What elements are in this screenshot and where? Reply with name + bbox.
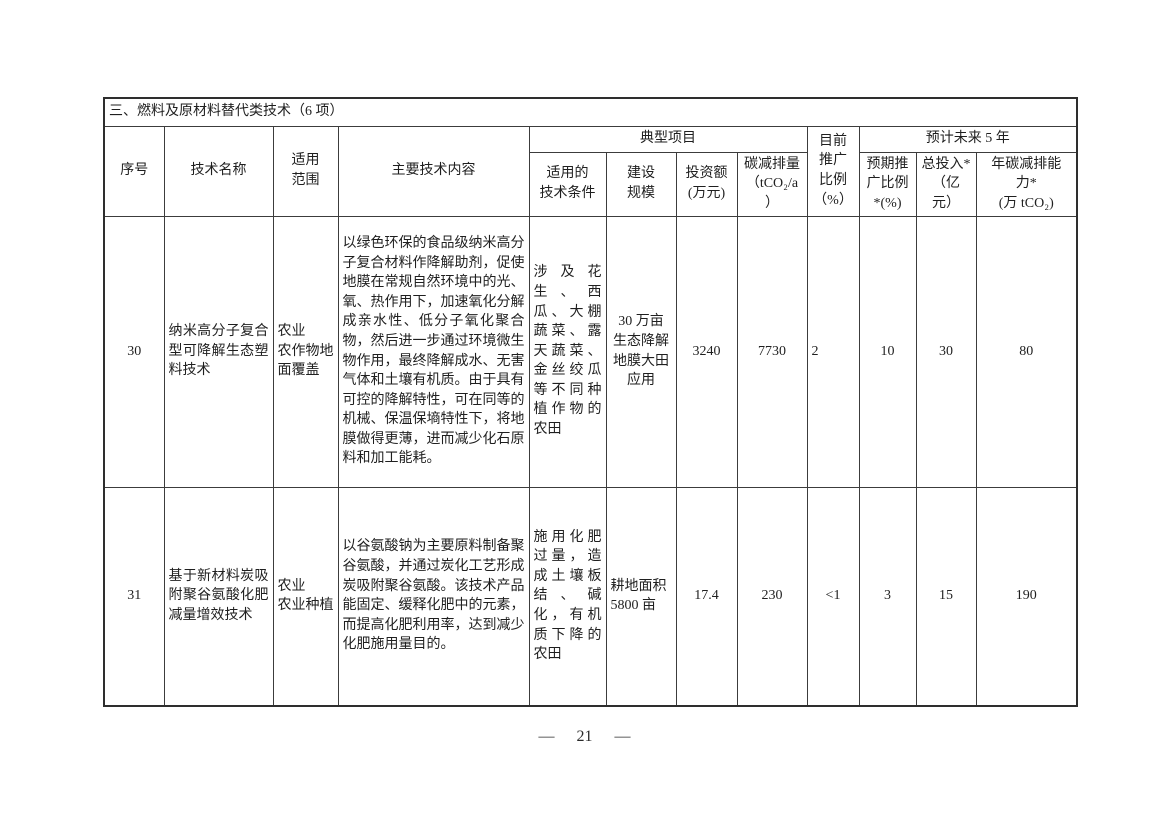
cell-scale: 耕地面积 5800 亩: [605, 486, 677, 707]
cell-technology-name: 纳米高分子复合型可降解生态塑料技术: [163, 215, 274, 488]
page-number: — 21 —: [0, 728, 1169, 746]
cell-reduction: 230: [736, 486, 808, 707]
cell-condition: 涉及花生、西瓜、大棚蔬菜、露天蔬菜、金丝绞瓜等不同种植作物的农田: [528, 215, 607, 488]
col-header-investment: 投资额 (万元): [675, 151, 738, 217]
cell-scope: 农业 农作物地面覆盖: [272, 215, 339, 488]
cell-annual-capacity: 80: [975, 215, 1078, 488]
col-header-total-investment: 总投入* （亿 元）: [915, 151, 977, 217]
col-header-content: 主要技术内容: [337, 125, 530, 217]
section-title: 三、燃料及原材料替代类技术（6 项）: [103, 97, 1078, 127]
cell-index: 30: [103, 215, 165, 488]
col-header-annual-capacity: 年碳减排能 力* (万 tCO₂): [975, 151, 1078, 217]
cell-expected-ratio: 3: [858, 486, 917, 707]
footer-right-dash: —: [614, 728, 631, 745]
cell-investment: 3240: [675, 215, 738, 488]
col-header-expected-ratio: 预期推 广比例 *(%): [858, 151, 917, 217]
col-header-name: 技术名称: [163, 125, 274, 217]
cell-content: 以谷氨酸钠为主要原料制备聚谷氨酸，并通过炭化工艺形成炭吸附聚谷氨酸。该技术产品能…: [337, 486, 530, 707]
cell-reduction: 7730: [736, 215, 808, 488]
group-header-typical-project: 典型项目: [528, 125, 808, 153]
group-header-future-5y: 预计未来 5 年: [858, 125, 1078, 153]
col-header-scale: 建设 规模: [605, 151, 677, 217]
cell-total-investment: 15: [915, 486, 977, 707]
col-header-current-ratio: 目前 推广 比例 （%）: [806, 125, 860, 217]
col-header-reduction: 碳减排量 （tCO₂/a ）: [736, 151, 808, 217]
cell-scope: 农业 农业种植: [272, 486, 339, 707]
cell-current-ratio: <1: [806, 486, 860, 707]
cell-technology-name: 基于新材料炭吸附聚谷氨酸化肥减量增效技术: [163, 486, 274, 707]
cell-index: 31: [103, 486, 165, 707]
col-header-scope: 适用 范围: [272, 125, 339, 217]
col-header-index: 序号: [103, 125, 165, 217]
table-row-30: 30 纳米高分子复合型可降解生态塑料技术 农业 农作物地面覆盖 以绿色环保的食品…: [103, 215, 1078, 488]
cell-total-investment: 30: [915, 215, 977, 488]
cell-content: 以绿色环保的食品级纳米高分子复合材料作降解助剂，促使地膜在常规自然环境中的光、氧…: [337, 215, 530, 488]
cell-investment: 17.4: [675, 486, 738, 707]
cell-current-ratio: 2: [806, 215, 860, 488]
cell-expected-ratio: 10: [858, 215, 917, 488]
footer-page-number: 21: [576, 728, 593, 745]
cell-scale: 30 万亩 生态降解 地膜大田 应用: [605, 215, 677, 488]
cell-condition: 施用化肥过量，造成土壤板结、碱化，有机质下降的农田: [528, 486, 607, 707]
cell-annual-capacity: 190: [975, 486, 1078, 707]
footer-left-dash: —: [538, 728, 555, 745]
technology-table: 三、燃料及原材料替代类技术（6 项） 序号 技术名称 适用 范围 主要技术内容 …: [103, 97, 1078, 707]
col-header-condition: 适用的 技术条件: [528, 151, 607, 217]
table-row-31: 31 基于新材料炭吸附聚谷氨酸化肥减量增效技术 农业 农业种植 以谷氨酸钠为主要…: [103, 486, 1078, 707]
